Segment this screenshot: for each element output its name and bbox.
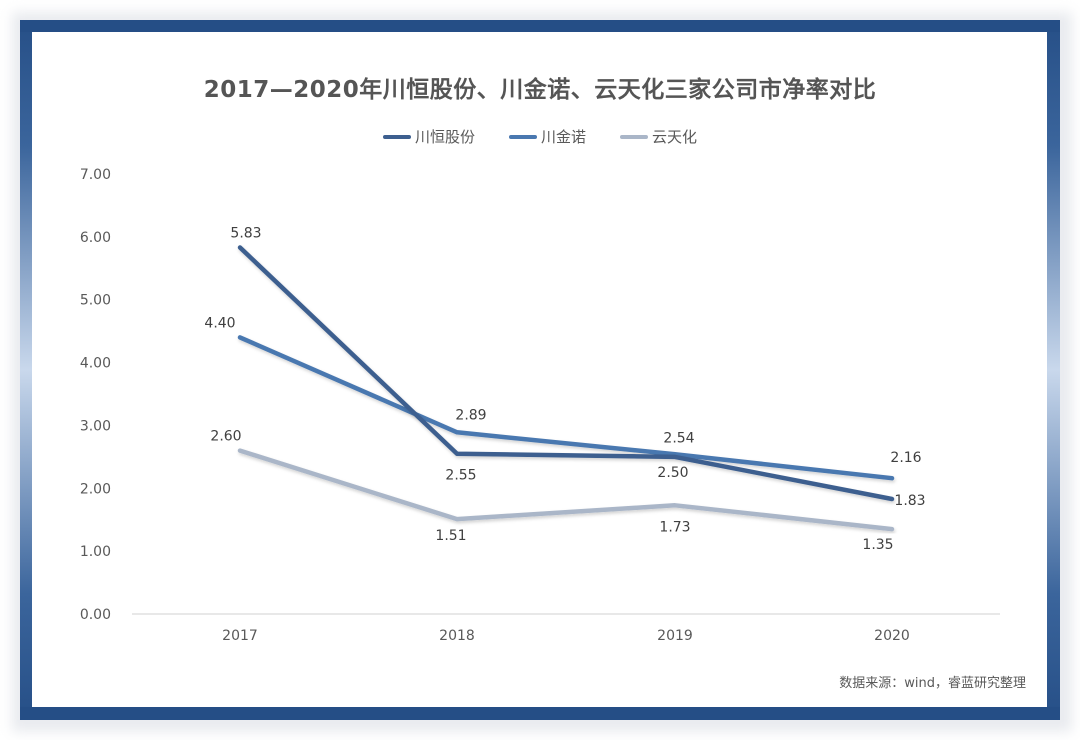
y-tick-label: 7.00 <box>80 167 111 183</box>
data-label: 1.83 <box>894 493 925 509</box>
frame-top-border <box>20 20 1060 32</box>
data-label: 1.73 <box>659 519 690 535</box>
chart-legend: 川恒股份 川金诺 云天化 <box>0 126 1080 147</box>
data-label: 2.60 <box>210 429 241 445</box>
y-tick-label: 2.00 <box>80 481 111 497</box>
y-tick-label: 1.00 <box>80 544 111 560</box>
legend-item-chuanjinnuo[interactable]: 川金诺 <box>508 126 586 147</box>
frame-bottom-border <box>20 707 1060 720</box>
x-tick-label: 2018 <box>439 628 475 644</box>
x-tick-label: 2020 <box>874 628 910 644</box>
legend-swatch-icon <box>620 134 648 139</box>
chart-area <box>32 32 1047 707</box>
x-tick-label: 2017 <box>222 628 258 644</box>
legend-item-yuntianhua[interactable]: 云天化 <box>620 126 697 147</box>
y-tick-label: 6.00 <box>80 230 111 246</box>
y-tick-label: 5.00 <box>80 293 111 309</box>
series-line[interactable] <box>237 245 895 502</box>
legend-swatch-icon <box>508 134 537 139</box>
series-line[interactable] <box>237 448 895 532</box>
data-labels: 5.83 2.55 2.50 1.83 4.40 2.89 2.54 2.16 2.60 1.51… <box>204 226 925 554</box>
data-label: 2.89 <box>455 407 486 423</box>
data-label: 2.50 <box>657 465 688 481</box>
data-label: 5.83 <box>230 226 261 242</box>
x-tick-label: 2019 <box>657 628 693 644</box>
source-note: 数据来源：wind，睿蓝研究整理 <box>839 676 1026 691</box>
series-lines <box>237 245 895 532</box>
y-axis-ticks: 0.00 1.00 2.00 3.00 4.00 5.00 6.00 7.00 <box>80 167 111 623</box>
y-tick-label: 0.00 <box>80 607 111 623</box>
legend-swatch-icon <box>382 134 411 139</box>
data-label: 4.40 <box>204 315 235 331</box>
legend-item-chuanheng[interactable]: 川恒股份 <box>382 126 475 147</box>
y-tick-label: 3.00 <box>80 418 111 434</box>
data-label: 2.16 <box>890 450 921 466</box>
data-label: 2.55 <box>445 468 476 484</box>
series-line[interactable] <box>237 335 895 481</box>
data-label: 1.51 <box>435 528 466 544</box>
data-label: 2.54 <box>663 430 694 446</box>
data-label: 1.35 <box>862 537 893 553</box>
x-axis-ticks: 2017 2018 2019 2020 <box>222 628 910 644</box>
chart-title: 2017—2020年川恒股份、川金诺、云天化三家公司市净率对比 <box>203 77 877 103</box>
y-tick-label: 4.00 <box>80 356 111 372</box>
legend-label: 川恒股份 <box>414 128 475 146</box>
legend-label: 川金诺 <box>540 128 586 146</box>
legend-label: 云天化 <box>652 128 698 146</box>
